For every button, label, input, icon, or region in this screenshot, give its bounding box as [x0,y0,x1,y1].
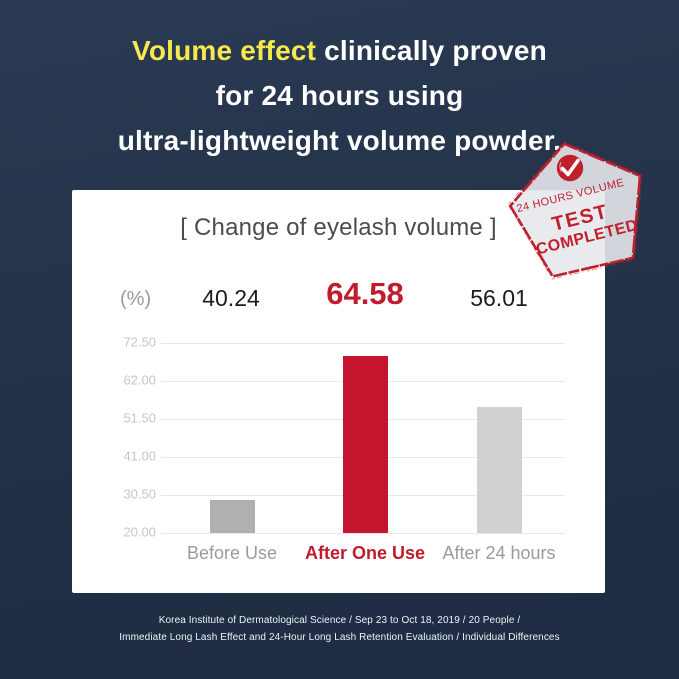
unit-label: (%) [120,288,152,310]
test-completed-stamp: 24 HOURS VOLUME TEST COMPLETED [507,141,643,280]
bar-chart-plot-area: 72.50 62.00 51.50 41.00 30.50 20.00 Befo… [123,334,565,563]
x-axis-label-after-24-hours: After 24 hours [442,543,556,563]
stamp-pentagon [508,142,642,278]
y-tick-label: 20.00 [123,524,156,540]
gridline [161,343,565,344]
title-line-1: Volume effect clinically proven [0,28,679,73]
y-tick-label: 51.50 [123,410,156,426]
title-highlight: Volume effect [132,35,317,66]
stamp-check-icon [556,154,584,182]
value-label-after-one-use: 64.58 [326,276,404,311]
gridline [161,533,565,534]
bar-after-one-use [343,356,388,533]
title-line-3: ultra-lightweight volume powder. [117,125,562,156]
value-label-after-24-hours: 56.01 [470,285,528,311]
page-title: Volume effect clinically proven for 24 h… [0,28,679,163]
chart-title: [ Change of eyelash volume ] [180,214,497,241]
x-axis-label-before-use: Before Use [186,543,278,563]
footer-note: Korea Institute of Dermatological Scienc… [0,612,679,646]
footer-line-1: Korea Institute of Dermatological Scienc… [158,615,521,626]
bar-after-24-hours [477,407,522,533]
x-axis-label-after-one-use: After One Use [304,543,426,563]
bar-before-use [210,500,255,533]
y-tick-label: 30.50 [123,486,156,502]
y-tick-label: 62.00 [123,372,156,388]
chart-card: [ Change of eyelash volume ] (%) 40.24 6… [72,190,605,593]
footer-line-2: Immediate Long Lash Effect and 24-Hour L… [119,632,560,643]
title-line-2: for 24 hours using [215,80,464,111]
stamp-outer-texture [507,141,643,280]
value-label-before-use: 40.24 [202,285,260,311]
y-tick-label: 41.00 [123,448,156,464]
title-line-1-rest: clinically proven [316,35,547,66]
y-tick-label: 72.50 [123,334,156,350]
